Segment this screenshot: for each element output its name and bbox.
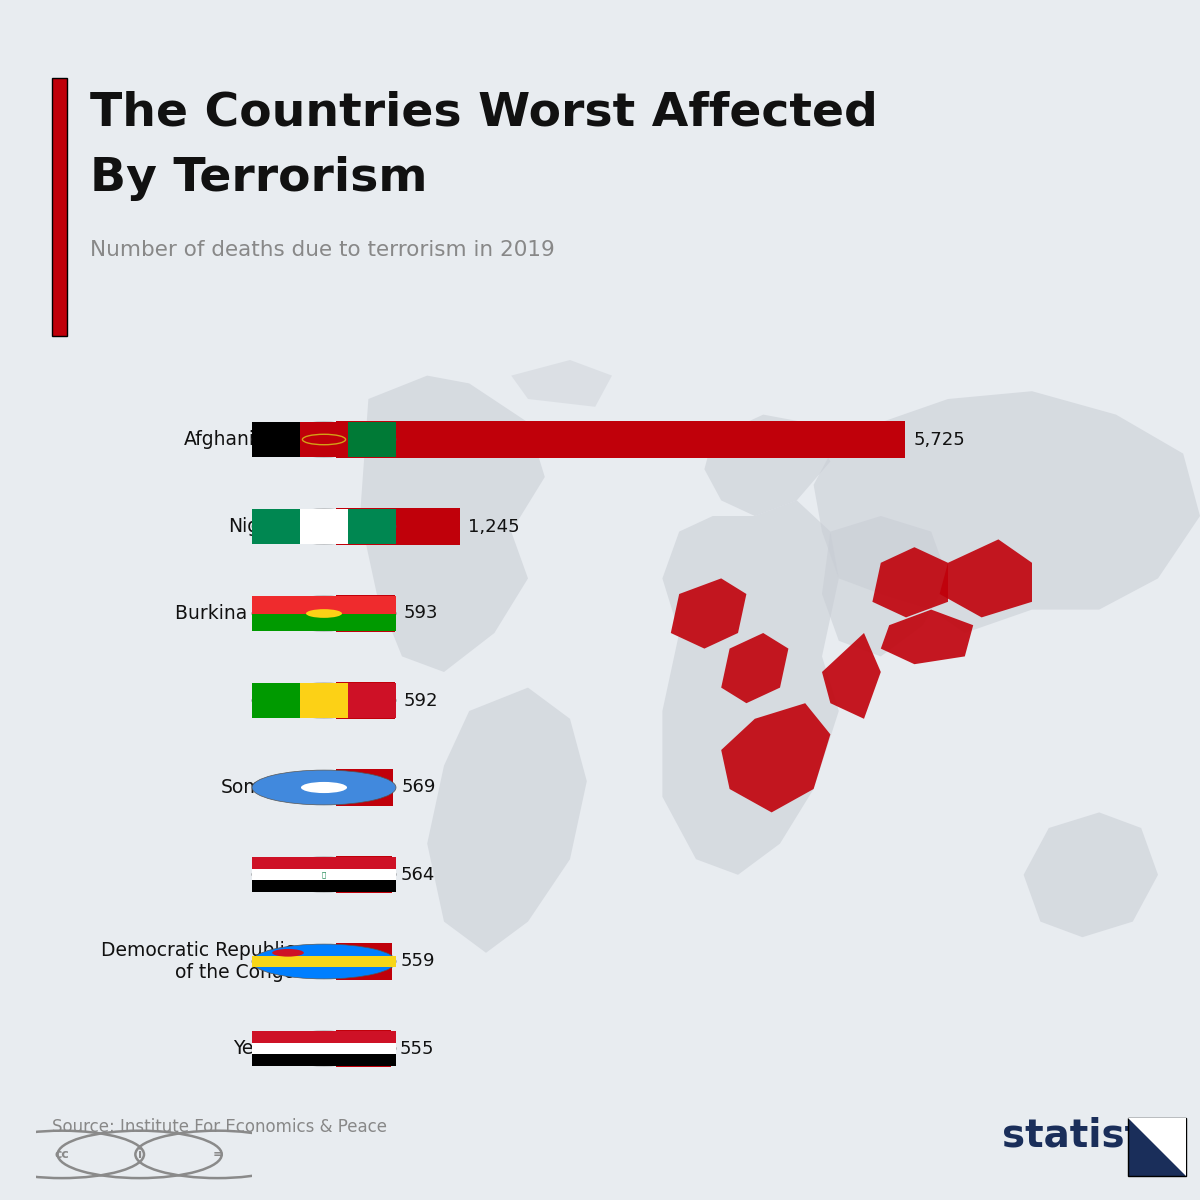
Text: Source: Institute For Economics & Peace: Source: Institute For Economics & Peace (52, 1118, 386, 1136)
Polygon shape (252, 613, 396, 631)
Circle shape (252, 770, 396, 805)
Circle shape (301, 782, 347, 793)
Circle shape (252, 944, 396, 979)
Text: Democratic Republic: Democratic Republic (101, 941, 295, 960)
Polygon shape (360, 376, 545, 672)
Polygon shape (814, 391, 1200, 632)
Text: 564: 564 (401, 865, 436, 883)
Text: Iraq: Iraq (258, 865, 295, 884)
Polygon shape (300, 422, 348, 457)
Text: 1,245: 1,245 (468, 517, 520, 535)
Circle shape (252, 509, 396, 544)
Polygon shape (252, 422, 300, 457)
Text: The Countries Worst Affected: The Countries Worst Affected (90, 90, 878, 134)
Circle shape (252, 422, 396, 457)
Text: 569: 569 (401, 779, 436, 797)
Polygon shape (252, 956, 396, 967)
Text: Nigeria: Nigeria (228, 517, 295, 536)
Circle shape (252, 1031, 396, 1066)
Polygon shape (300, 683, 348, 718)
Polygon shape (1024, 812, 1158, 937)
Polygon shape (252, 1055, 396, 1066)
Bar (336, 769, 392, 805)
Bar (336, 595, 395, 631)
Text: i: i (138, 1148, 142, 1160)
Text: 559: 559 (400, 953, 434, 971)
Polygon shape (252, 857, 396, 869)
Text: 593: 593 (403, 605, 438, 623)
Polygon shape (427, 688, 587, 953)
Text: Afghanistan: Afghanistan (184, 430, 295, 449)
Polygon shape (348, 422, 396, 457)
Polygon shape (252, 596, 396, 613)
Polygon shape (511, 360, 612, 407)
Polygon shape (348, 509, 396, 544)
Bar (336, 943, 391, 979)
Bar (336, 857, 392, 893)
Circle shape (252, 596, 396, 631)
Text: 592: 592 (403, 691, 438, 709)
Polygon shape (348, 683, 396, 718)
Polygon shape (721, 632, 788, 703)
Polygon shape (252, 1043, 396, 1055)
Text: of the Congo: of the Congo (175, 964, 295, 983)
Text: Yemen: Yemen (233, 1039, 295, 1058)
Polygon shape (252, 869, 396, 881)
Text: Mali: Mali (257, 691, 295, 710)
Text: By Terrorism: By Terrorism (90, 156, 427, 200)
Polygon shape (721, 703, 830, 812)
Text: =: = (212, 1148, 223, 1160)
Circle shape (252, 683, 396, 718)
Circle shape (272, 949, 304, 956)
Bar (336, 683, 395, 719)
Text: Burkina Faso: Burkina Faso (175, 604, 295, 623)
Polygon shape (252, 683, 300, 718)
Polygon shape (704, 414, 830, 516)
Text: cc: cc (54, 1148, 70, 1160)
Text: Number of deaths due to terrorism in 2019: Number of deaths due to terrorism in 201… (90, 240, 554, 260)
Bar (336, 509, 460, 545)
Text: 5,725: 5,725 (914, 431, 966, 449)
Circle shape (306, 610, 342, 618)
Circle shape (252, 857, 396, 892)
Text: statista: statista (1002, 1116, 1169, 1154)
Text: Somalia: Somalia (221, 778, 295, 797)
Text: 555: 555 (400, 1039, 434, 1057)
Polygon shape (881, 610, 973, 664)
Polygon shape (671, 578, 746, 648)
Bar (336, 1031, 391, 1067)
Polygon shape (300, 509, 348, 544)
Polygon shape (252, 509, 300, 544)
Polygon shape (822, 516, 948, 656)
Polygon shape (252, 1031, 396, 1043)
Polygon shape (940, 539, 1032, 617)
Polygon shape (822, 632, 881, 719)
Text: 🕌: 🕌 (322, 871, 326, 878)
Polygon shape (252, 881, 396, 892)
Bar (336, 421, 906, 457)
Polygon shape (872, 547, 948, 617)
Polygon shape (662, 500, 839, 875)
